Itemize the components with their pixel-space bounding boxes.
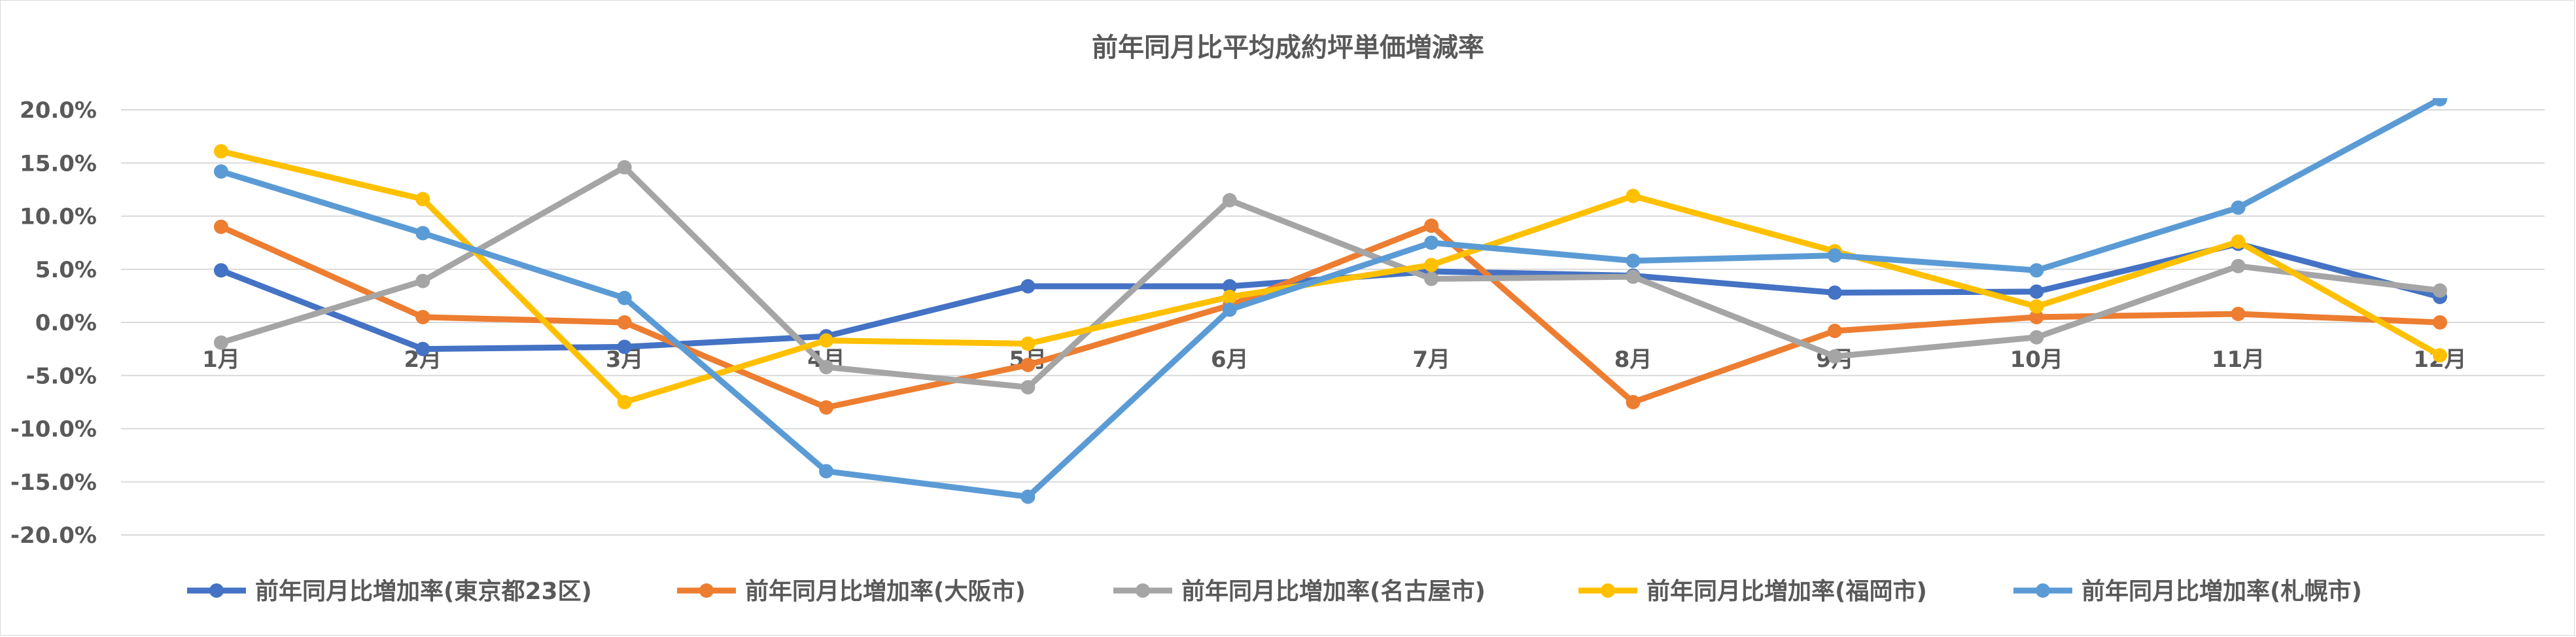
data-point [819, 464, 834, 479]
data-point [617, 339, 632, 354]
data-point [617, 394, 632, 409]
data-point [1222, 302, 1237, 317]
data-point [1020, 358, 1036, 372]
y-tick-label: 0.0% [35, 310, 97, 336]
data-point [1222, 279, 1237, 294]
data-point [214, 164, 228, 179]
data-point [415, 309, 430, 324]
data-point [2029, 299, 2044, 314]
data-point [2433, 98, 2447, 107]
data-point [1827, 349, 1842, 364]
y-axis-ticks: 20.0% 15.0% 10.0% 5.0% 0.0% -5.0% -10.0% -15.0%… [10, 97, 97, 549]
legend-item: 前年同月比増加率(東京都23区) [187, 577, 592, 605]
series-lines [214, 98, 2447, 504]
data-point [2231, 307, 2246, 321]
data-point [617, 290, 632, 305]
data-point [2433, 348, 2447, 363]
data-point [1626, 188, 1641, 203]
series-0 [214, 236, 2447, 356]
y-tick-label: -15.0% [10, 470, 97, 496]
legend-item: 前年同月比増加率(名古屋市) [1113, 578, 1486, 605]
data-point [2029, 284, 2044, 299]
legend-label: 前年同月比増加率(札幌市) [2081, 578, 2362, 605]
x-tick-label: 6月 [1211, 347, 1249, 373]
y-tick-label: -5.0% [26, 363, 97, 389]
x-tick-label: 8月 [1614, 347, 1652, 373]
y-tick-label: -20.0% [10, 523, 97, 549]
legend-item: 前年同月比増加率(福岡市) [1578, 578, 1927, 605]
data-point [2231, 200, 2246, 215]
data-point [1626, 394, 1641, 409]
data-point [214, 263, 228, 278]
y-tick-label: 10.0% [20, 204, 97, 230]
series-4 [214, 98, 2447, 504]
data-point [2433, 283, 2447, 298]
data-point [1222, 193, 1237, 208]
legend-label: 前年同月比増加率(福岡市) [1646, 578, 1927, 605]
series-3 [214, 144, 2447, 409]
data-point [1020, 336, 1036, 351]
data-point [214, 335, 228, 350]
data-point [2029, 263, 2044, 278]
x-tick-label: 10月 [2010, 347, 2063, 373]
data-point [1020, 380, 1036, 395]
data-point [617, 315, 632, 330]
data-point [1424, 258, 1439, 273]
data-point [819, 333, 834, 348]
data-point [819, 360, 834, 375]
data-point [1626, 253, 1641, 268]
x-tick-label: 7月 [1412, 347, 1450, 373]
legend-marker [699, 583, 714, 598]
y-tick-label: -10.0% [10, 417, 97, 443]
data-point [415, 226, 430, 241]
x-tick-label: 1月 [202, 347, 240, 373]
data-point [415, 273, 430, 288]
data-point [2029, 330, 2044, 345]
data-point [819, 400, 834, 415]
legend-marker [1601, 583, 1615, 598]
chart-title: 前年同月比平均成約坪単価増減率 [1092, 33, 1484, 63]
y-tick-label: 20.0% [20, 97, 97, 124]
legend: 前年同月比増加率(東京都23区) 前年同月比増加率(大阪市) 前年同月比増加率(名古… [187, 577, 2362, 605]
y-tick-label: 5.0% [35, 257, 97, 283]
data-point [415, 192, 430, 207]
data-point [2433, 315, 2447, 330]
data-point [1626, 269, 1641, 284]
series-line [218, 98, 2443, 500]
series-2 [214, 160, 2447, 395]
series-line [218, 164, 2443, 390]
data-point [1222, 290, 1237, 304]
legend-label: 前年同月比増加率(東京都23区) [255, 577, 592, 605]
legend-label: 前年同月比増加率(大阪市) [745, 578, 1026, 605]
data-point [214, 219, 228, 234]
data-point [1424, 235, 1439, 250]
data-point [214, 144, 228, 159]
legend-marker [1136, 583, 1150, 598]
data-point [2029, 309, 2044, 324]
data-point [1020, 279, 1036, 294]
data-point [1424, 218, 1439, 233]
series-line [218, 148, 2443, 405]
data-point [1424, 271, 1439, 286]
data-point [1020, 489, 1036, 504]
y-tick-label: 15.0% [20, 150, 97, 177]
data-point [2231, 234, 2246, 249]
data-point [2231, 258, 2246, 273]
legend-marker [209, 583, 224, 598]
data-point [1827, 248, 1842, 263]
legend-label: 前年同月比増加率(名古屋市) [1181, 578, 1486, 605]
x-tick-label: 11月 [2212, 347, 2265, 373]
legend-item: 前年同月比増加率(札幌市) [2013, 578, 2362, 605]
gridlines [121, 109, 2545, 536]
data-point [617, 160, 632, 175]
legend-item: 前年同月比増加率(大阪市) [677, 578, 1026, 605]
series-line [218, 222, 2443, 411]
data-point [415, 341, 430, 356]
legend-marker [2036, 583, 2050, 598]
data-point [1827, 285, 1842, 300]
data-point [1827, 324, 1842, 338]
